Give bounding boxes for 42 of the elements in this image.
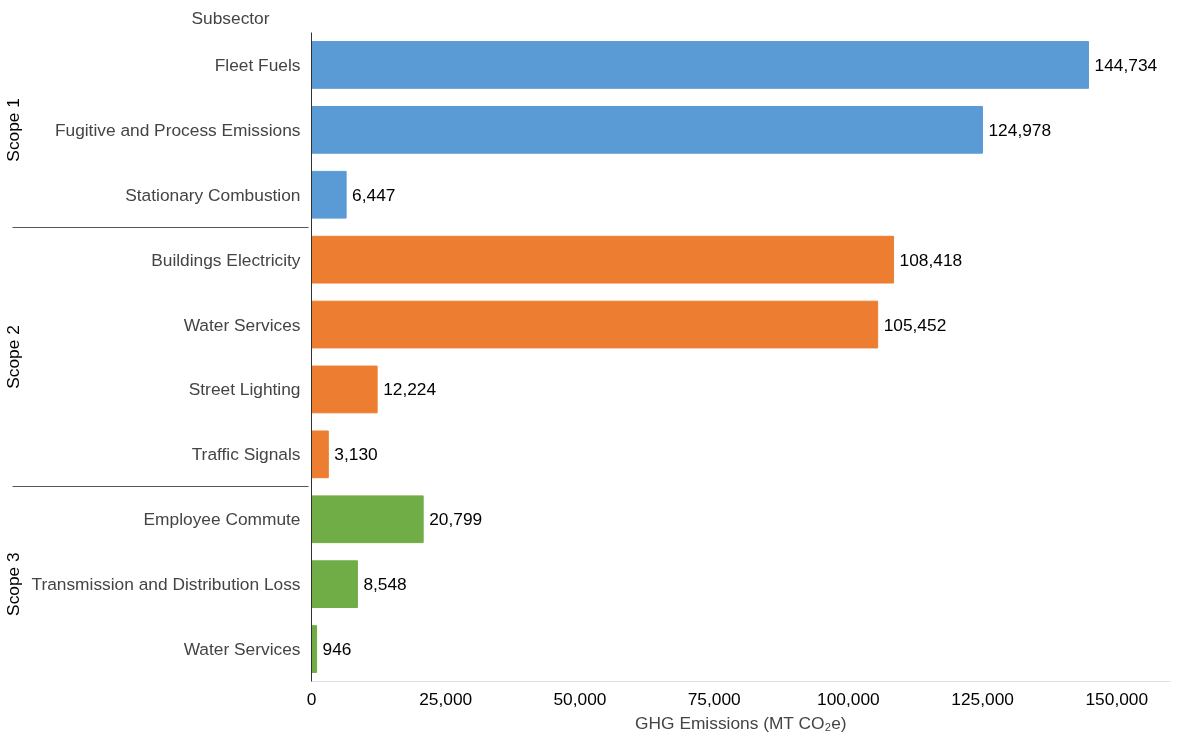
y-tick-label: Water Services xyxy=(183,314,301,335)
x-tick-label: 25,000 xyxy=(419,688,473,709)
bar xyxy=(311,560,358,609)
data-label: 105,452 xyxy=(883,314,947,335)
x-axis-title: GHG Emissions (MT CO₂e) xyxy=(635,712,847,733)
bar xyxy=(311,170,347,219)
y-tick-label: Employee Commute xyxy=(143,509,301,530)
bar xyxy=(311,41,1090,89)
y-tick-label: Buildings Electricity xyxy=(151,249,301,270)
data-label: 108,418 xyxy=(899,249,963,270)
bar xyxy=(311,495,424,544)
y-tick-label: Transmission and Distribution Loss xyxy=(31,574,301,595)
bar xyxy=(311,235,895,284)
x-tick-label: 150,000 xyxy=(1085,688,1149,709)
y-tick-label: Fugitive and Process Emissions xyxy=(54,119,301,140)
data-label: 946 xyxy=(322,639,352,660)
x-tick-label: 125,000 xyxy=(951,688,1014,709)
x-tick-label: 50,000 xyxy=(553,688,607,709)
x-tick-label: 100,000 xyxy=(817,688,880,709)
data-label: 12,224 xyxy=(383,379,437,400)
bar xyxy=(311,105,983,154)
data-label: 6,447 xyxy=(352,184,396,205)
text: Scope 3 xyxy=(3,552,24,616)
data-label: 3,130 xyxy=(334,444,378,465)
bar xyxy=(311,365,378,414)
text: Scope 2 xyxy=(3,325,24,389)
bar xyxy=(311,625,318,673)
x-tick-label: 75,000 xyxy=(687,688,741,709)
y-tick-label: Water Services xyxy=(183,639,301,660)
data-label: 144,734 xyxy=(1094,54,1158,75)
bar xyxy=(311,300,879,349)
data-label: 8,548 xyxy=(363,574,407,595)
x-tick-label: 0 xyxy=(306,688,317,709)
data-label: 20,799 xyxy=(429,509,483,530)
y-tick-label: Fleet Fuels xyxy=(214,54,301,75)
bar xyxy=(311,430,329,479)
y-axis-title: Subsector xyxy=(191,7,270,28)
y-tick-label: Stationary Combustion xyxy=(125,184,301,205)
y-tick-label: Street Lighting xyxy=(188,379,301,400)
y-tick-label: Traffic Signals xyxy=(191,444,301,465)
text: Scope 1 xyxy=(3,98,24,162)
data-label: 124,978 xyxy=(988,119,1052,140)
